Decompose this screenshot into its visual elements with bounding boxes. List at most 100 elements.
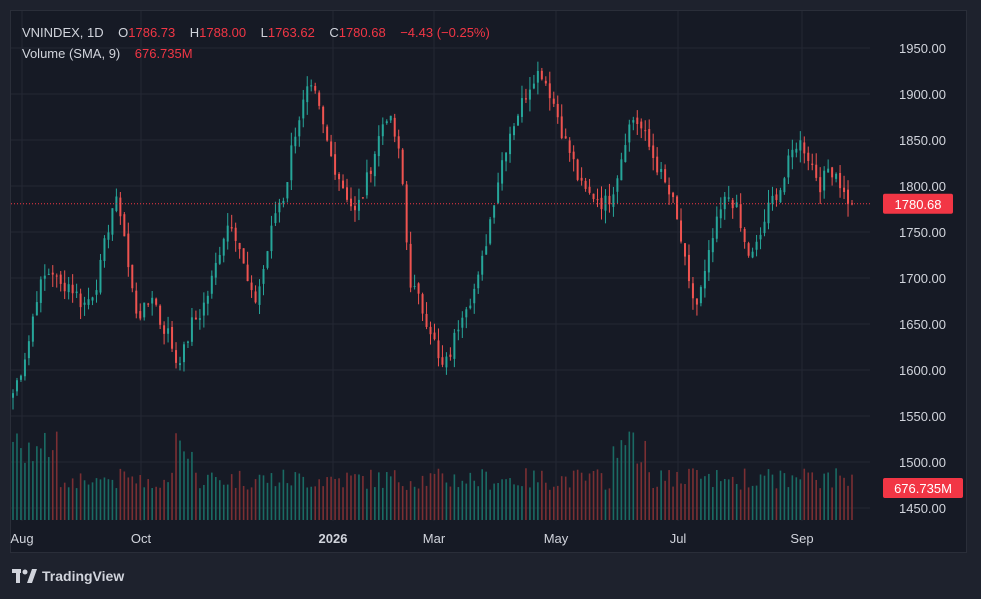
y-tick-label: 1450.00 xyxy=(899,501,946,516)
candle-body xyxy=(190,317,193,342)
candle-body xyxy=(723,196,726,210)
candle-body xyxy=(99,259,102,293)
candle-body xyxy=(751,251,754,258)
candle-body xyxy=(572,151,575,160)
candle-body xyxy=(727,197,730,199)
volume-bar xyxy=(266,482,269,520)
volume-bar xyxy=(151,488,153,520)
low-value: 1763.62 xyxy=(267,25,315,40)
y-tick-label: 1800.00 xyxy=(899,179,946,194)
volume-bar xyxy=(195,472,197,520)
candle-body xyxy=(206,295,209,304)
volume-bar xyxy=(131,476,134,520)
volume-bar xyxy=(342,487,344,520)
volume-bar xyxy=(743,468,746,520)
volume-bar xyxy=(636,463,639,520)
candle-body xyxy=(361,197,364,199)
volume-bar xyxy=(127,477,130,520)
y-tick-label: 1750.00 xyxy=(899,225,946,240)
candle-body xyxy=(159,305,162,325)
volume-bar xyxy=(175,433,177,520)
volume-bar xyxy=(501,479,503,520)
candle-body xyxy=(397,136,400,149)
candle-body xyxy=(711,238,714,253)
candle-body xyxy=(12,393,14,398)
candle-body xyxy=(823,170,826,191)
x-tick-label: Jul xyxy=(670,531,687,546)
candle-body xyxy=(139,311,142,319)
candle-body xyxy=(91,297,94,301)
volume-bar xyxy=(314,486,316,520)
volume-bar xyxy=(362,475,364,520)
candle-body xyxy=(520,98,523,117)
volume-bar xyxy=(684,483,686,520)
volume-bar xyxy=(238,470,241,520)
candle-body xyxy=(357,199,360,211)
volume-bar xyxy=(378,472,380,520)
volume-bar xyxy=(381,487,384,520)
candle-body xyxy=(596,199,599,201)
volume-bar xyxy=(24,462,26,520)
candle-body xyxy=(465,309,468,318)
brand-name: TradingView xyxy=(42,568,125,584)
candle-body xyxy=(616,178,619,192)
candle-body xyxy=(441,357,444,365)
volume-bar xyxy=(525,468,527,520)
candle-body xyxy=(687,254,690,282)
candle-body xyxy=(505,152,508,162)
candle-body xyxy=(536,70,539,83)
candle-body xyxy=(246,264,249,282)
candle-body xyxy=(795,148,798,153)
candle-body xyxy=(584,180,587,189)
volume-bar xyxy=(549,489,551,520)
volume-bar xyxy=(827,472,829,520)
candle-body xyxy=(612,194,615,207)
volume-bar xyxy=(660,470,662,520)
candle-body xyxy=(636,117,639,125)
candle-body xyxy=(35,302,38,316)
candle-body xyxy=(755,241,758,250)
volume-bar xyxy=(32,461,34,520)
candle-body xyxy=(79,293,82,308)
volume-bar xyxy=(584,480,587,520)
candle-body xyxy=(385,121,388,124)
candle-body xyxy=(266,251,269,268)
volume-bar xyxy=(552,486,555,520)
volume-bar xyxy=(425,485,428,520)
volume-bar xyxy=(44,432,46,520)
volume-bar xyxy=(537,482,539,520)
candle-body xyxy=(815,164,818,178)
y-tick-label: 1500.00 xyxy=(899,455,946,470)
candle-body xyxy=(67,284,70,293)
candle-body xyxy=(83,302,86,305)
candle-body xyxy=(47,273,50,275)
volume-bar xyxy=(199,488,201,520)
open-value: 1786.73 xyxy=(128,25,176,40)
y-tick-label: 1900.00 xyxy=(899,87,946,102)
candle-body xyxy=(51,272,54,275)
volume-bar xyxy=(322,486,324,520)
candle-body xyxy=(318,92,321,106)
volume-bar xyxy=(712,487,714,520)
volume-bar xyxy=(346,472,348,520)
volume-bar xyxy=(747,487,750,520)
candle-body xyxy=(242,248,245,264)
volume-bar xyxy=(648,472,651,520)
candle-body xyxy=(353,205,356,211)
candle-body xyxy=(497,182,500,203)
candle-body xyxy=(469,305,472,309)
candle-body xyxy=(775,194,778,201)
candle-body xyxy=(425,313,428,327)
candle-body xyxy=(39,279,42,303)
symbol-label: VNINDEX, 1D xyxy=(22,25,104,40)
volume-bar xyxy=(135,483,138,520)
candle-body xyxy=(175,350,178,363)
candle-body xyxy=(676,196,679,220)
candle-body xyxy=(719,209,722,219)
volume-bar xyxy=(87,484,90,520)
tradingview-brand[interactable]: TradingView xyxy=(12,568,124,584)
volume-bar xyxy=(274,486,277,520)
x-tick-label: 2026 xyxy=(319,531,348,546)
volume-bar xyxy=(517,485,519,520)
